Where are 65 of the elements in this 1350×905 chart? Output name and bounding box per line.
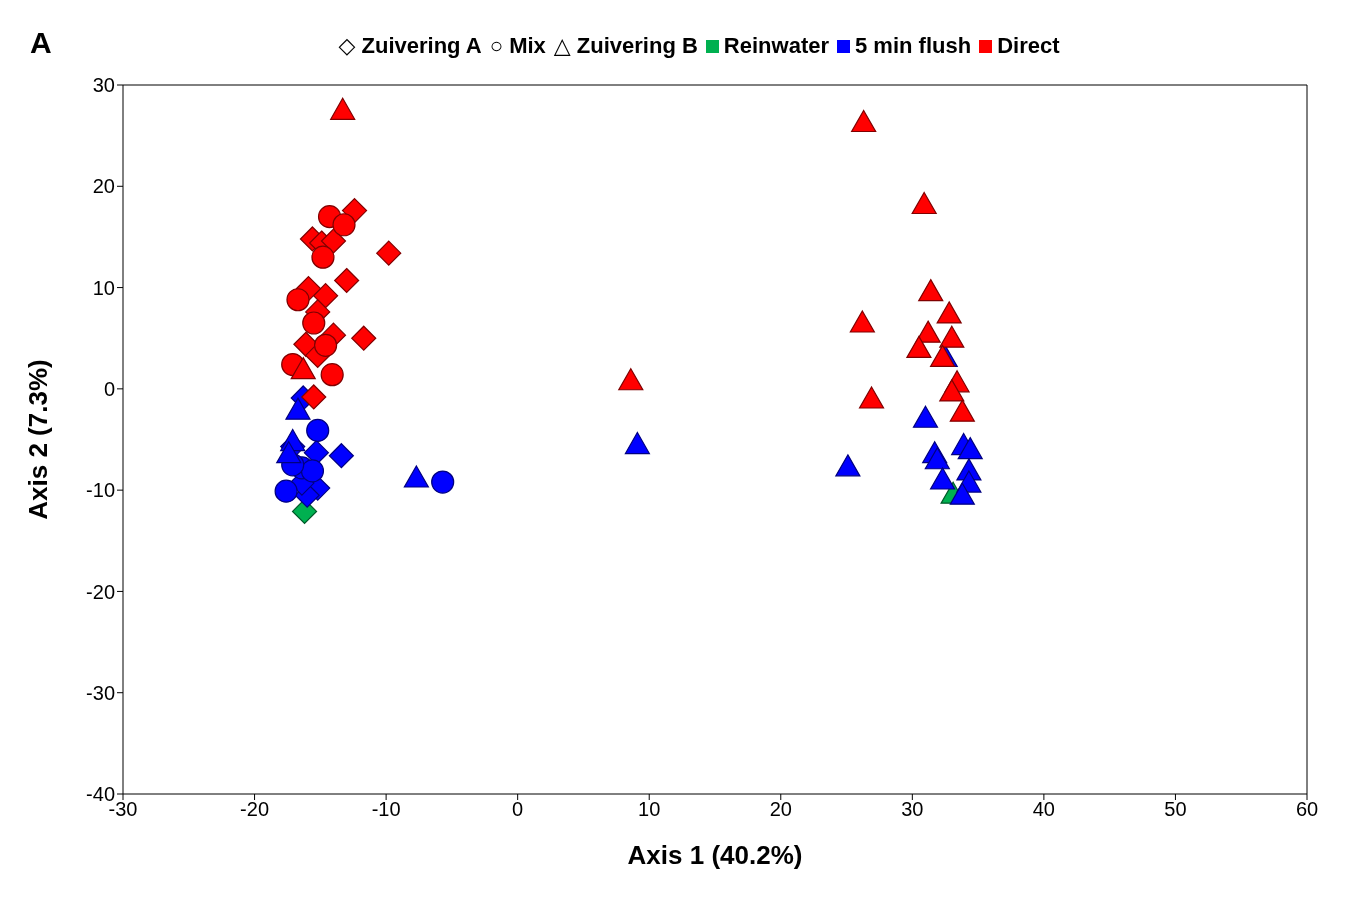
- point: [949, 482, 975, 505]
- point: [624, 431, 650, 455]
- text: ◇ Zuivering A: [338, 33, 482, 59]
- x-tick-label: -10: [371, 798, 401, 821]
- point: [835, 454, 861, 477]
- y-tick-label: 30: [92, 74, 115, 97]
- point: [912, 405, 939, 428]
- y-tick-label: 20: [92, 175, 115, 198]
- point: [376, 240, 402, 266]
- point: [313, 283, 339, 309]
- point: [311, 245, 335, 269]
- point: [849, 310, 875, 333]
- point: [911, 191, 937, 215]
- y-tick-label: 10: [92, 276, 115, 299]
- point: [858, 386, 885, 409]
- point: [330, 97, 356, 120]
- x-axis-title: Axis 1 (40.2%): [627, 840, 803, 870]
- y-tick-label: -20: [86, 580, 115, 603]
- point: [918, 279, 944, 302]
- point: [618, 368, 644, 391]
- x-tick-label: 10: [638, 798, 661, 821]
- x-tick-label: 60: [1295, 798, 1319, 821]
- point: [403, 465, 429, 488]
- point: [431, 470, 455, 494]
- point: [924, 447, 950, 470]
- point: [300, 459, 325, 483]
- point: [276, 441, 302, 464]
- point: [314, 333, 338, 357]
- point: [949, 399, 975, 422]
- point: [328, 443, 354, 469]
- chart-title: A: [30, 26, 52, 60]
- y-tick-label: -30: [86, 681, 115, 704]
- point: [334, 267, 360, 294]
- point: [302, 311, 326, 335]
- point: [351, 325, 377, 351]
- text: △ Zuivering B: [553, 33, 698, 59]
- point: [320, 363, 344, 387]
- y-axis-title: Axis 2 (7.3%): [23, 359, 54, 520]
- y-tick-label: -10: [86, 479, 115, 502]
- point: [929, 467, 956, 490]
- point: [301, 384, 327, 410]
- point: [957, 437, 983, 460]
- y-tick-label: 0: [103, 377, 115, 400]
- point: [286, 288, 310, 312]
- legend-label: Direct: [996, 33, 1060, 59]
- point: [290, 357, 316, 380]
- x-tick-label: 30: [901, 798, 924, 821]
- point: [906, 335, 932, 358]
- legend-label: Reinwater: [722, 33, 830, 59]
- x-tick-label: 50: [1164, 798, 1187, 821]
- x-tick-label: 20: [769, 798, 792, 821]
- point: [332, 213, 356, 237]
- text: ○ Mix: [489, 33, 546, 59]
- x-tick-label: 0: [512, 798, 524, 821]
- point: [851, 109, 877, 133]
- point: [936, 301, 962, 324]
- point: [939, 325, 965, 348]
- x-tick-label: -20: [240, 798, 270, 821]
- point: [274, 479, 298, 503]
- point: [306, 418, 330, 442]
- legend-label: 5 min flush: [854, 33, 972, 59]
- point: [320, 228, 347, 254]
- point: [285, 397, 311, 420]
- x-tick-label: 40: [1032, 798, 1056, 821]
- point: [939, 379, 965, 402]
